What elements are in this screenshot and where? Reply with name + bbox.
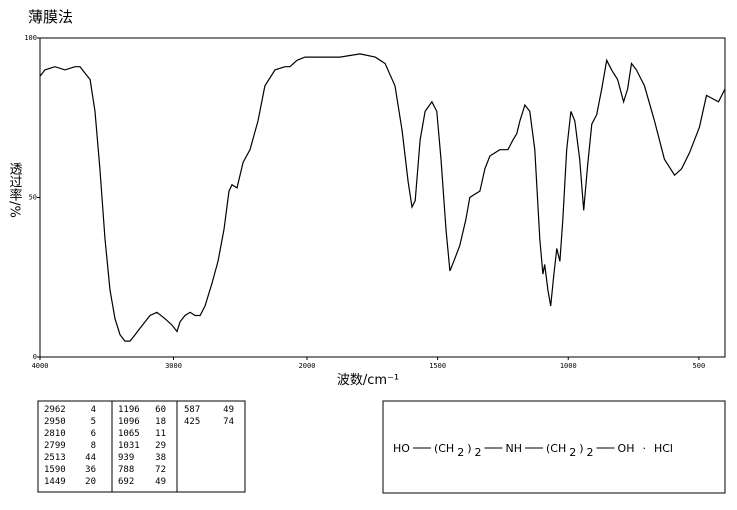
table-cell: 8 [91,441,96,451]
formula-part: (CH [546,442,566,455]
table-cell: 38 [155,453,166,463]
formula-subscript: 2 [474,446,481,459]
x-axis-label: 波数/cm⁻¹ [337,373,399,388]
table-cell: 587 [184,405,200,415]
formula-part: (CH [434,442,454,455]
chart-title: 薄膜法 [28,8,73,26]
table-cell: 29 [155,441,166,451]
formula-part: NH [505,442,522,455]
x-tick-label: 500 [693,362,706,370]
table-cell: 425 [184,417,200,427]
table-cell: 44 [85,453,96,463]
table-cell: 2799 [44,441,66,451]
table-cell: 2962 [44,405,66,415]
table-cell: 1196 [118,405,140,415]
formula-part: ) [467,442,471,455]
table-cell: 36 [85,465,96,475]
y-tick-label: 100 [24,34,37,42]
x-tick-label: 2000 [299,362,316,370]
table-cell: 49 [155,477,166,487]
table-cell: 18 [155,417,166,427]
formula-part: HO [393,442,410,455]
formula-part: · [642,442,646,455]
formula-subscript: 2 [457,446,464,459]
x-tick-label: 1000 [560,362,577,370]
table-cell: 1096 [118,417,140,427]
table-cell: 2950 [44,417,66,427]
plot-frame [39,37,726,358]
formula-part: HCl [654,442,673,455]
table-cell: 74 [223,417,234,427]
table-cell: 72 [155,465,166,475]
formula-subscript: 2 [587,446,594,459]
x-tick-label: 3000 [165,362,182,370]
structure-frame [382,400,726,494]
formula-part: ) [579,442,583,455]
table-cell: 1031 [118,441,140,451]
table-cell: 1065 [118,429,140,439]
table-cell: 11 [155,429,166,439]
table-cell: 49 [223,405,234,415]
table-cell: 2810 [44,429,66,439]
table-cell: 788 [118,465,134,475]
table-cell: 1449 [44,477,66,487]
table-cell: 60 [155,405,166,415]
formula-part: OH [618,442,635,455]
table-cell: 692 [118,477,134,487]
table-cell: 5 [91,417,96,427]
x-tick-label: 4000 [32,362,49,370]
table-cell: 6 [91,429,96,439]
formula-subscript: 2 [569,446,576,459]
x-tick-label: 1500 [429,362,446,370]
table-cell: 939 [118,453,134,463]
table-cell: 2513 [44,453,66,463]
y-axis-label: 透过率/% [7,162,23,218]
table-cell: 1590 [44,465,66,475]
y-tick-label: 0 [33,353,37,361]
table-cell: 20 [85,477,96,487]
spectrum-line [39,53,726,342]
peak-table-frame [37,400,246,493]
y-tick-label: 50 [29,194,37,202]
table-cell: 4 [91,405,96,415]
